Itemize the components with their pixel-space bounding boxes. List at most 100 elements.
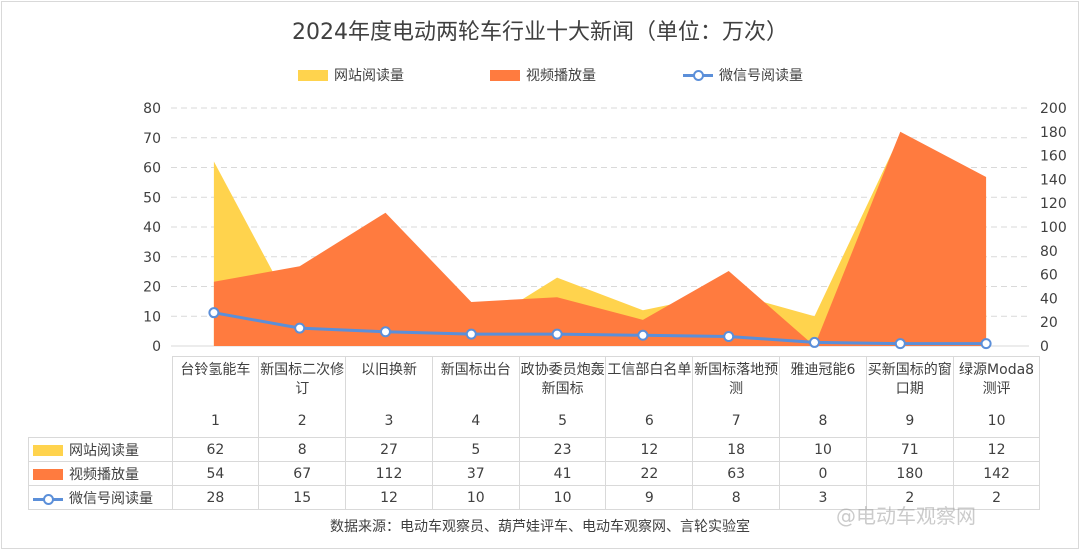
table-category-cell: 工信部白名单 6 bbox=[605, 356, 694, 438]
left-axis-tick-label: 40 bbox=[143, 220, 161, 236]
category-label: 新国标二次修订 bbox=[260, 362, 345, 397]
data-table: 台铃氢能车 1 新国标二次修订 2 以旧换新 3 新国标出台 4 政协委员炮轰新国标 5 工信部白名… bbox=[28, 356, 1041, 510]
table-row: 网站阅读量 62 8 27 5 23 12 18 10 71 12 bbox=[28, 437, 1041, 462]
table-value-cell: 28 bbox=[171, 485, 260, 510]
category-number: 8 bbox=[818, 413, 828, 429]
category-label: 新国标出台 bbox=[440, 362, 511, 378]
table-value-cell: 2 bbox=[952, 485, 1041, 510]
table-series-name: 视频播放量 bbox=[69, 466, 139, 483]
left-axis-tick-label: 50 bbox=[143, 190, 161, 206]
right-axis-tick-label: 140 bbox=[1040, 172, 1067, 188]
table-value-cell: 23 bbox=[518, 437, 607, 462]
table-row-header: 视频播放量 bbox=[28, 461, 173, 486]
left-axis-tick-label: 30 bbox=[143, 250, 161, 266]
legend: 网站阅读量 视频播放量 微信号阅读量 bbox=[0, 64, 1080, 86]
legend-swatch-website bbox=[298, 69, 328, 81]
legend-label-video: 视频播放量 bbox=[526, 68, 596, 84]
category-number: 1 bbox=[210, 413, 220, 429]
table-value-cell: 18 bbox=[692, 437, 781, 462]
table-corner bbox=[28, 356, 173, 438]
table-value-cell: 10 bbox=[779, 437, 867, 462]
table-value-cell: 12 bbox=[345, 485, 433, 510]
table-value-cell: 0 bbox=[779, 461, 867, 486]
left-axis-tick-label: 70 bbox=[143, 131, 161, 147]
point-wechat-reads bbox=[980, 338, 992, 350]
table-value-cell: 8 bbox=[258, 437, 347, 462]
legend-label-website: 网站阅读量 bbox=[334, 68, 404, 84]
right-axis-tick-label: 60 bbox=[1040, 268, 1058, 284]
line-wechat-reads bbox=[213, 311, 987, 346]
category-number: 7 bbox=[731, 413, 741, 429]
table-value-cell: 5 bbox=[431, 437, 520, 462]
category-wrap: 新国标落地预测 7 bbox=[693, 361, 779, 437]
table-value-cell: 22 bbox=[605, 461, 694, 486]
right-axis-tick-label: 160 bbox=[1040, 149, 1067, 165]
category-label: 工信部白名单 bbox=[607, 362, 692, 378]
category-number: 2 bbox=[297, 413, 307, 429]
table-series-name: 微信号阅读量 bbox=[69, 490, 153, 507]
table-value-cell: 15 bbox=[258, 485, 347, 510]
table-value-cell: 63 bbox=[692, 461, 781, 486]
table-row-header: 网站阅读量 bbox=[28, 437, 173, 462]
legend-swatch-video bbox=[490, 69, 520, 81]
category-wrap: 台铃氢能车 1 bbox=[173, 361, 259, 437]
table-category-cell: 新国标二次修订 2 bbox=[258, 356, 347, 438]
category-label: 绿源Moda8测评 bbox=[959, 362, 1035, 397]
left-axis-tick-label: 10 bbox=[143, 309, 161, 325]
point-wechat-reads bbox=[208, 307, 220, 319]
category-number: 9 bbox=[905, 413, 915, 429]
right-axis-tick-label: 120 bbox=[1040, 196, 1067, 212]
plot-area: 0 10 20 30 40 50 60 70 80 0 20 40 60 80 100 120 140 160 18… bbox=[143, 101, 1067, 355]
category-wrap: 政协委员炮轰新国标 5 bbox=[520, 361, 606, 437]
left-axis-tick-label: 60 bbox=[143, 161, 161, 177]
legend-item-video: 视频播放量 bbox=[490, 64, 596, 86]
category-wrap: 以旧换新 3 bbox=[346, 361, 432, 437]
table-value-cell: 62 bbox=[171, 437, 260, 462]
table-category-cell: 以旧换新 3 bbox=[345, 356, 433, 438]
table-category-cell: 绿源Moda8测评 10 bbox=[952, 356, 1041, 438]
legend-item-website: 网站阅读量 bbox=[298, 64, 404, 86]
table-key-swatch bbox=[33, 469, 63, 480]
category-wrap: 工信部白名单 6 bbox=[606, 361, 692, 437]
point-wechat-reads bbox=[723, 330, 735, 342]
table-value-cell: 10 bbox=[518, 485, 607, 510]
legend-item-wechat: 微信号阅读量 bbox=[683, 64, 803, 86]
table-value-cell: 71 bbox=[865, 437, 954, 462]
category-label: 买新国标的窗口期 bbox=[867, 362, 952, 397]
table-key-line-icon bbox=[33, 493, 63, 505]
point-wechat-reads bbox=[380, 326, 391, 338]
point-wechat-reads bbox=[637, 329, 649, 341]
right-axis-tick-label: 0 bbox=[1040, 339, 1049, 355]
category-wrap: 新国标出台 4 bbox=[433, 361, 519, 437]
category-wrap: 买新国标的窗口期 9 bbox=[867, 361, 953, 437]
legend-line-wechat-icon bbox=[683, 69, 713, 81]
left-axis-tick-label: 20 bbox=[143, 280, 161, 296]
right-axis-tick-label: 80 bbox=[1040, 244, 1058, 260]
point-wechat-reads bbox=[894, 338, 906, 350]
category-number: 10 bbox=[987, 413, 1006, 429]
category-label: 政协委员炮轰新国标 bbox=[520, 362, 605, 397]
category-label: 以旧换新 bbox=[360, 362, 417, 378]
table-value-cell: 12 bbox=[952, 437, 1041, 462]
table-series-name: 网站阅读量 bbox=[69, 442, 139, 459]
point-wechat-reads bbox=[294, 322, 306, 334]
left-axis-tick-label: 0 bbox=[152, 339, 161, 355]
right-axis-tick-label: 180 bbox=[1040, 125, 1067, 141]
category-wrap: 雅迪冠能6 8 bbox=[780, 361, 866, 437]
source-note: 数据来源：电动车观察员、葫芦娃评车、电动车观察网、言轮实验室 bbox=[330, 519, 750, 535]
point-wechat-reads bbox=[809, 336, 820, 348]
category-label: 雅迪冠能6 bbox=[790, 362, 856, 378]
category-wrap: 绿源Moda8测评 10 bbox=[954, 361, 1040, 437]
table-category-cell: 台铃氢能车 1 bbox=[171, 356, 260, 438]
right-axis-tick-label: 40 bbox=[1040, 291, 1058, 307]
category-label: 台铃氢能车 bbox=[180, 362, 251, 378]
right-axis-tick-label: 200 bbox=[1040, 101, 1067, 117]
point-wechat-reads bbox=[551, 328, 563, 340]
table-value-cell: 142 bbox=[952, 461, 1041, 486]
table-row: 微信号阅读量 28 15 12 10 10 9 8 3 2 2 bbox=[28, 485, 1041, 510]
area-video-plays bbox=[213, 131, 987, 346]
right-axis-tick-label: 20 bbox=[1040, 315, 1058, 331]
watermark: @电动车观察网 bbox=[836, 504, 976, 528]
table-value-cell: 3 bbox=[779, 485, 867, 510]
table-value-cell: 12 bbox=[605, 437, 694, 462]
